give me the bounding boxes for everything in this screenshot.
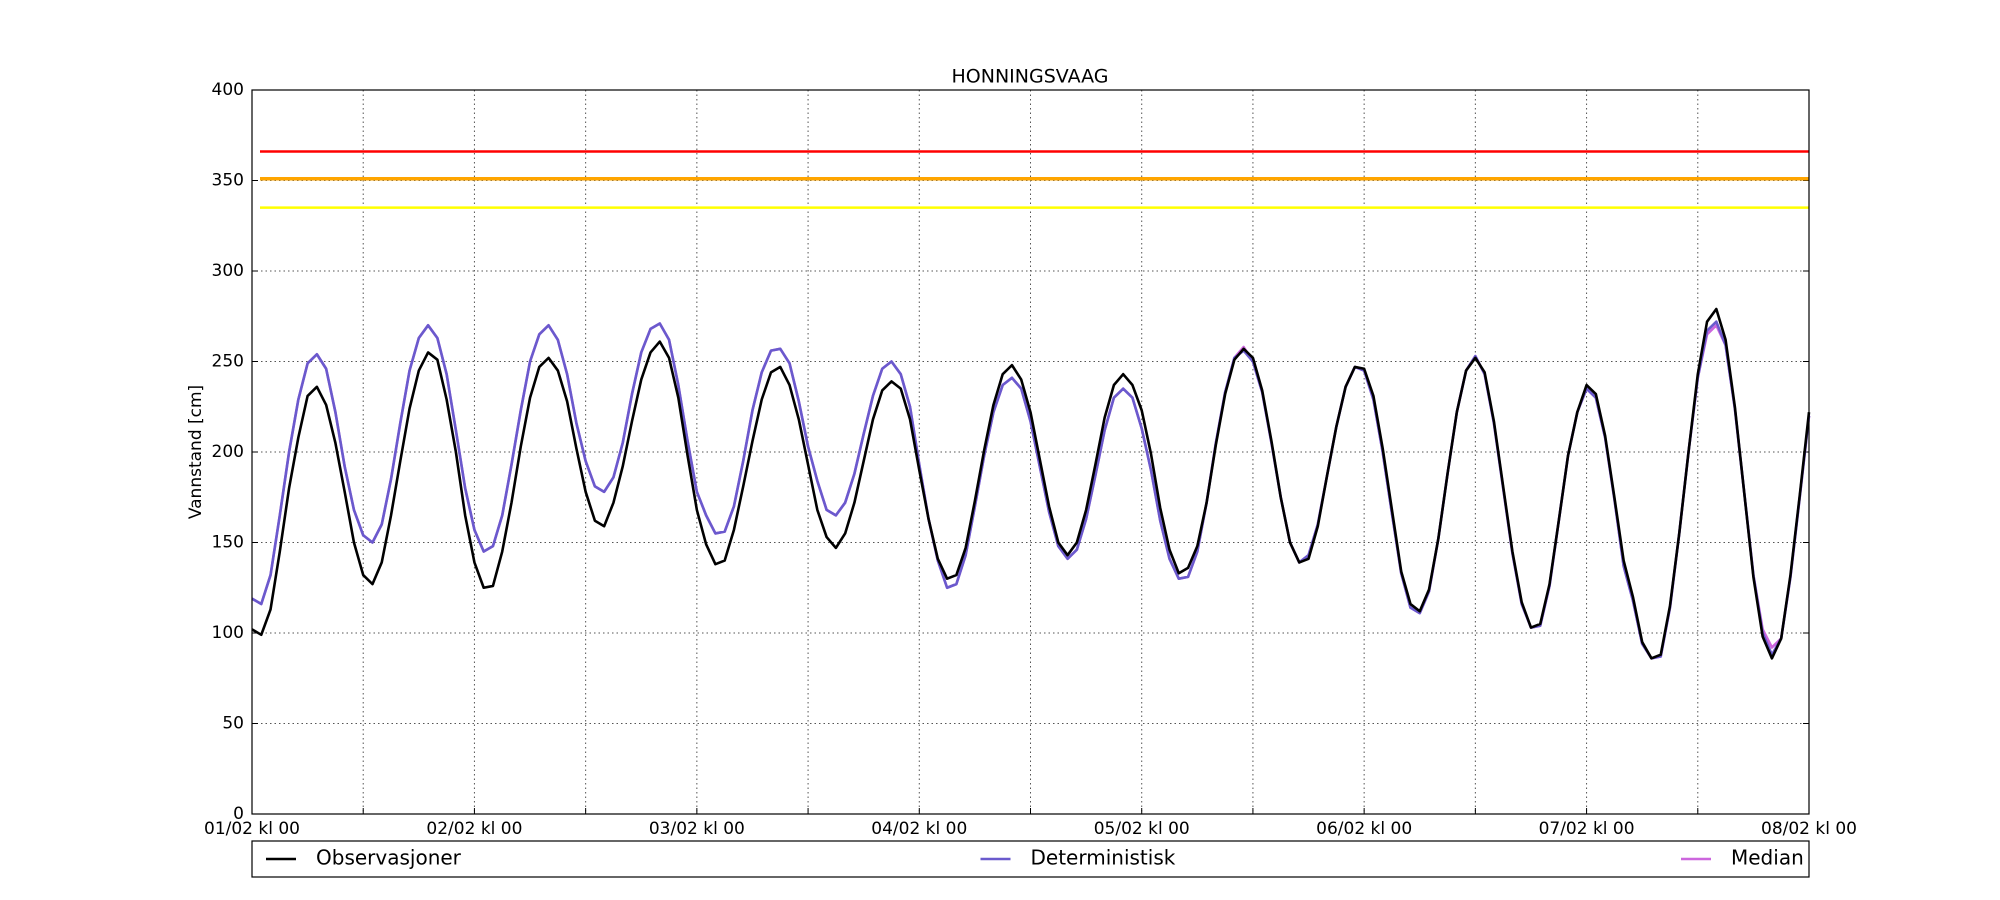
legend-label: Median	[1731, 846, 1804, 870]
y-tick-label: 50	[222, 714, 244, 734]
y-tick-label: 400	[212, 80, 244, 100]
x-tick-label: 03/02 kl 00	[649, 819, 745, 839]
legend-label: Observasjoner	[316, 846, 462, 870]
legend-box	[251, 840, 1810, 878]
y-tick-label: 100	[212, 623, 244, 643]
series-line	[251, 307, 1811, 660]
x-tick-label: 08/02 kl 00	[1761, 819, 1857, 839]
plot-frame	[251, 89, 1810, 815]
chart-title: HONNINGSVAAG	[952, 66, 1109, 88]
y-tick-label: 300	[212, 261, 244, 281]
y-tick-label: 200	[212, 442, 244, 462]
x-tick-label: 07/02 kl 00	[1539, 819, 1635, 839]
legend-label: Deterministisk	[1031, 846, 1176, 870]
x-tick-label: 04/02 kl 00	[871, 819, 967, 839]
y-tick-label: 150	[212, 533, 244, 553]
y-tick-label: 250	[212, 352, 244, 372]
y-tick-label: 0	[233, 804, 244, 824]
x-tick-label: 06/02 kl 00	[1316, 819, 1412, 839]
x-tick-label: 02/02 kl 00	[426, 819, 522, 839]
y-axis-label: Vannstand [cm]	[186, 385, 206, 519]
x-tick-label: 05/02 kl 00	[1094, 819, 1190, 839]
x-tick-label: 01/02 kl 00	[204, 819, 300, 839]
y-tick-label: 350	[212, 171, 244, 191]
